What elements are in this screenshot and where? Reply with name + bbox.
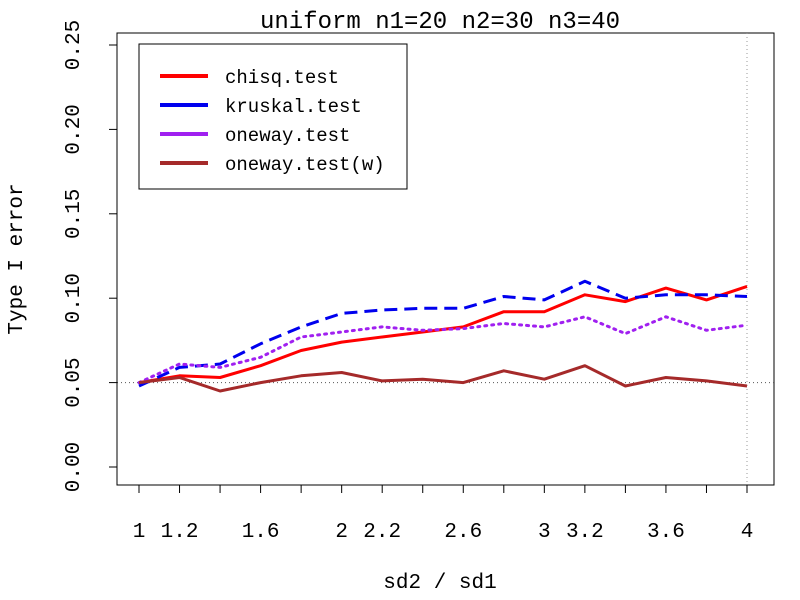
x-axis: 1 1.2 1.6 2 2.2 2.6 3 3.2 3.6 4 — [133, 484, 754, 544]
y-tick-label: 0.00 — [63, 442, 86, 492]
x-tick-label: 2.2 — [363, 521, 401, 544]
legend-label: oneway.test — [225, 125, 350, 147]
x-tick-label: 1 — [133, 521, 146, 544]
y-tick-label: 0.05 — [63, 357, 86, 407]
series-line-oneway-test — [137, 315, 749, 385]
legend-label: oneway.test(w) — [225, 154, 385, 176]
x-tick-label: 1.6 — [242, 521, 280, 544]
x-tick-label: 4 — [741, 521, 754, 544]
y-axis: 0.00 0.05 0.10 0.15 0.20 0.25 — [63, 20, 118, 492]
y-axis-label: Type I error — [6, 183, 29, 334]
y-tick-label: 0.10 — [63, 273, 86, 323]
x-tick-label: 2.6 — [444, 521, 482, 544]
x-tick-label: 3 — [538, 521, 551, 544]
legend: chisq.test kruskal.test oneway.test oneway.… — [138, 43, 408, 190]
legend-label: kruskal.test — [225, 96, 362, 118]
series-line-oneway-test-w — [138, 364, 748, 393]
y-tick-label: 0.15 — [63, 189, 86, 239]
series-layer — [137, 279, 749, 393]
chart-title: uniform n1=20 n2=30 n3=40 — [260, 9, 620, 36]
x-tick-label: 1.2 — [161, 521, 199, 544]
legend-label: chisq.test — [225, 67, 339, 89]
series-line-chisq-test — [138, 284, 748, 385]
x-tick-label: 2 — [335, 521, 348, 544]
y-tick-label: 0.20 — [63, 104, 86, 154]
series-line-kruskal-test — [138, 279, 748, 388]
x-axis-label: sd2 / sd1 — [383, 572, 496, 595]
y-tick-label: 0.25 — [63, 20, 86, 70]
x-tick-label: 3.2 — [566, 521, 604, 544]
x-tick-label: 3.6 — [647, 521, 685, 544]
